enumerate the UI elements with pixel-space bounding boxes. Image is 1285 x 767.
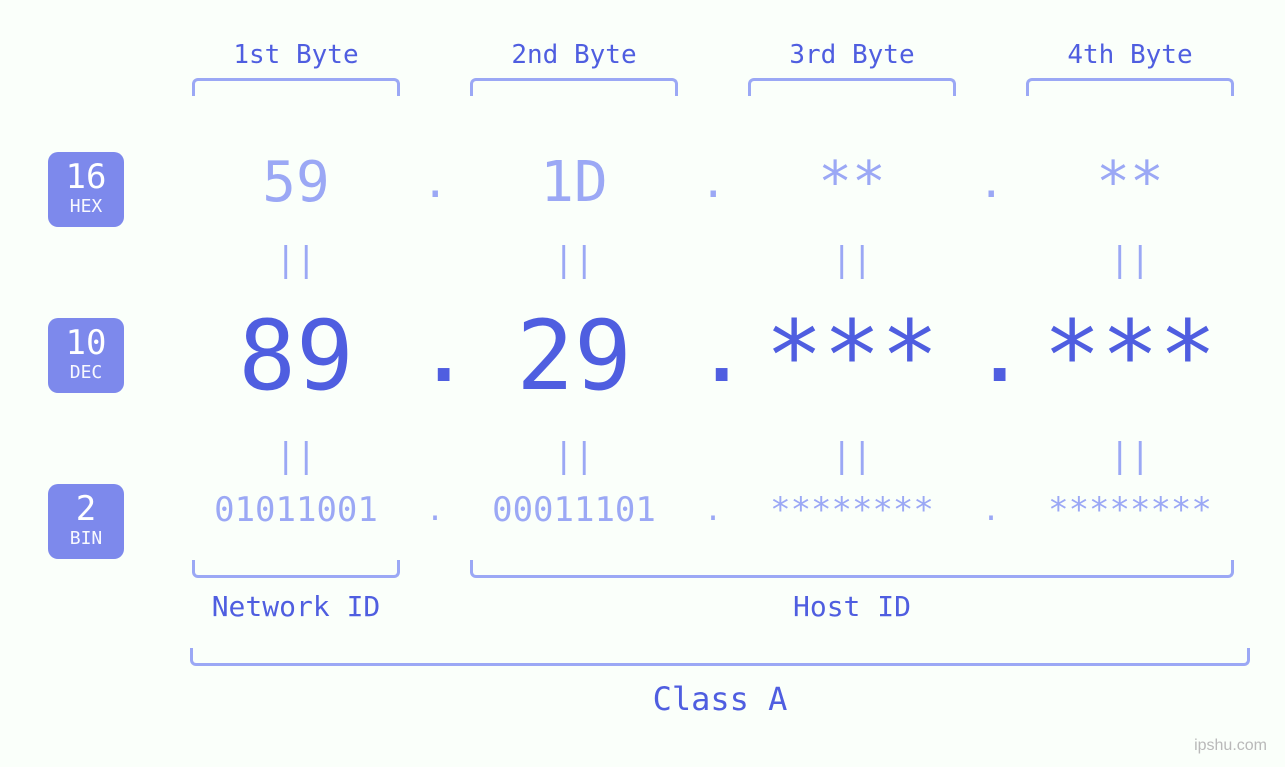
bin-byte-2: 00011101 [448, 490, 700, 530]
class-bracket: Class A [190, 648, 1250, 718]
dec-byte-4: *** [1004, 300, 1256, 412]
dec-byte-3: *** [726, 300, 978, 412]
label-host-id: Host ID [470, 590, 1234, 623]
label-class: Class A [190, 680, 1250, 718]
byte-header-2: 2nd Byte [448, 40, 700, 96]
equals-icon: || [170, 436, 422, 476]
base-badge-dec-name: DEC [48, 362, 124, 383]
byte-header-1-label: 1st Byte [170, 40, 422, 70]
bracket-class [190, 648, 1250, 666]
hex-byte-4: ** [1004, 150, 1256, 215]
watermark: ipshu.com [1194, 737, 1267, 755]
base-badge-bin: 2 BIN [48, 484, 124, 559]
equals-icon: || [170, 240, 422, 280]
equals-icon: || [1004, 240, 1256, 280]
dot-icon: . [700, 493, 726, 528]
dot-icon: . [978, 314, 1004, 398]
bracket-top-1 [192, 78, 400, 96]
equals-icon: || [1004, 436, 1256, 476]
base-badge-hex: 16 HEX [48, 152, 124, 227]
equals-icon: || [726, 436, 978, 476]
dot-icon: . [422, 157, 448, 208]
row-bin: 01011001 . 00011101 . ******** . *******… [170, 490, 1256, 530]
dec-byte-1: 89 [170, 300, 422, 412]
equals-row-top: || || || || [170, 240, 1256, 280]
equals-icon: || [726, 240, 978, 280]
byte-header-3: 3rd Byte [726, 40, 978, 96]
dot-icon: . [422, 493, 448, 528]
dec-byte-2: 29 [448, 300, 700, 412]
bracket-top-3 [748, 78, 956, 96]
base-badge-bin-name: BIN [48, 528, 124, 549]
base-badge-hex-num: 16 [48, 160, 124, 194]
row-hex: 59 . 1D . ** . ** [170, 150, 1256, 215]
bin-byte-3: ******** [726, 490, 978, 530]
hex-byte-2: 1D [448, 150, 700, 215]
dot-icon: . [422, 314, 448, 398]
base-badge-dec: 10 DEC [48, 318, 124, 393]
label-network-id: Network ID [170, 590, 422, 623]
byte-header-1: 1st Byte [170, 40, 422, 96]
bracket-top-4 [1026, 78, 1234, 96]
row-dec: 89 . 29 . *** . *** [170, 300, 1256, 412]
dot-icon: . [978, 157, 1004, 208]
hex-byte-3: ** [726, 150, 978, 215]
bin-byte-4: ******** [1004, 490, 1256, 530]
equals-row-bottom: || || || || [170, 436, 1256, 476]
base-badge-bin-num: 2 [48, 492, 124, 526]
bin-byte-1: 01011001 [170, 490, 422, 530]
bracket-top-2 [470, 78, 678, 96]
byte-header-2-label: 2nd Byte [448, 40, 700, 70]
byte-header-4: 4th Byte [1004, 40, 1256, 96]
byte-header-4-label: 4th Byte [1004, 40, 1256, 70]
bracket-host-id [470, 560, 1234, 578]
equals-icon: || [448, 436, 700, 476]
bracket-network-id [192, 560, 400, 578]
dot-icon: . [700, 157, 726, 208]
equals-icon: || [448, 240, 700, 280]
base-badge-hex-name: HEX [48, 196, 124, 217]
byte-header-3-label: 3rd Byte [726, 40, 978, 70]
base-badge-dec-num: 10 [48, 326, 124, 360]
dot-icon: . [700, 314, 726, 398]
hex-byte-1: 59 [170, 150, 422, 215]
dot-icon: . [978, 493, 1004, 528]
byte-headers: 1st Byte 2nd Byte 3rd Byte 4th Byte [170, 40, 1256, 96]
